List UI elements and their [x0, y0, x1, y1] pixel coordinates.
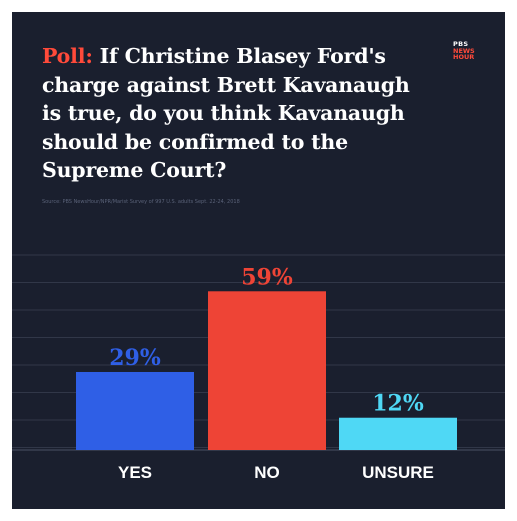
value-label-unsure: 12% — [372, 391, 424, 417]
bar-no — [208, 291, 326, 450]
poll-question: If Christine Blasey Ford's charge agains… — [42, 44, 410, 182]
poll-card: Poll: If Christine Blasey Ford's charge … — [12, 12, 505, 509]
logo-line-2: NEWS — [453, 46, 475, 55]
category-label-yes: YES — [118, 463, 152, 482]
source-note: Source: PBS NewsHour/NPR/Marist Survey o… — [42, 199, 240, 205]
logo-line-1: PBS — [453, 40, 469, 48]
category-label-unsure: UNSURE — [362, 463, 434, 482]
poll-title: Poll: If Christine Blasey Ford's charge … — [42, 42, 432, 185]
value-label-no: 59% — [241, 264, 293, 290]
poll-label: Poll: — [42, 44, 93, 68]
category-label-no: NO — [254, 463, 280, 482]
bar-unsure — [339, 417, 457, 450]
value-label-yes: 29% — [109, 345, 161, 371]
bar-chart: 29% YES 59% NO 12% UNSURE — [12, 254, 505, 482]
bar-yes — [76, 371, 194, 450]
pbs-newshour-logo: PBS NEWS HOUR — [453, 41, 485, 61]
logo-line-3: HOUR — [453, 53, 475, 61]
